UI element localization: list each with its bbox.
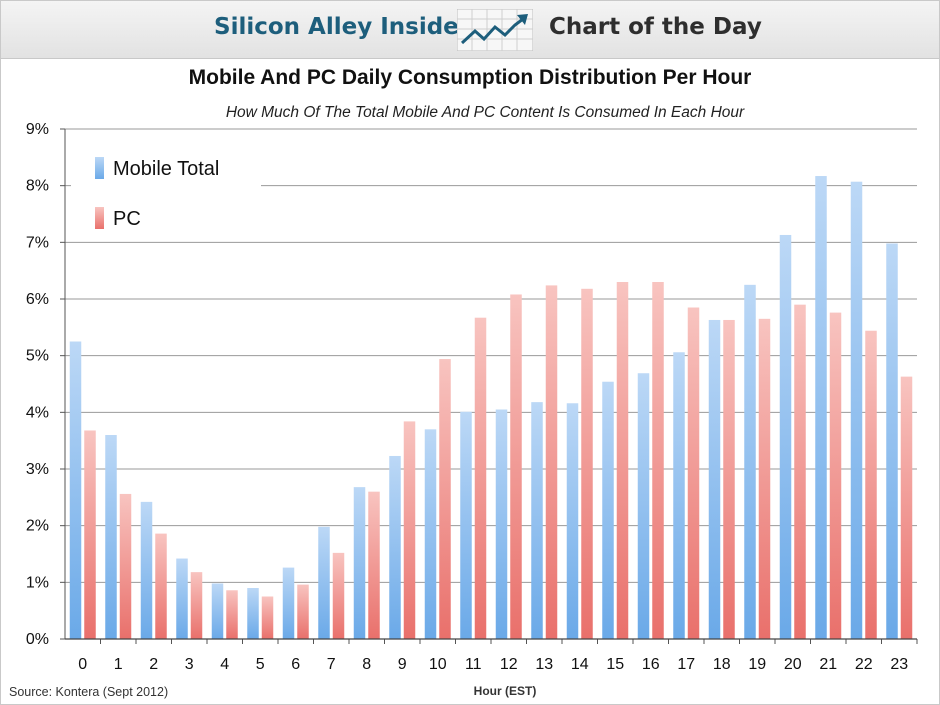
y-tick-label: 0%: [26, 631, 49, 648]
mobile-bar: [850, 181, 863, 639]
x-tick-label: 16: [642, 656, 660, 673]
mobile-bar: [389, 455, 401, 639]
x-tick-label: 3: [185, 656, 194, 673]
pc-bar: [652, 282, 664, 639]
x-tick-label: 13: [535, 656, 553, 673]
pc-bar: [368, 491, 380, 639]
y-tick-label: 5%: [26, 348, 49, 365]
pc-bar: [403, 421, 416, 639]
x-tick-label: 8: [362, 656, 371, 673]
x-tick-label: 19: [748, 656, 766, 673]
y-tick-label: 6%: [26, 291, 49, 308]
pc-bar: [439, 359, 451, 639]
pc-bar: [332, 552, 345, 639]
x-tick-label: 17: [677, 656, 695, 673]
mobile-bar: [495, 409, 508, 639]
mobile-bar: [353, 487, 366, 639]
pc-bar: [155, 533, 167, 639]
mobile-bar: [815, 176, 827, 640]
pc-bar: [616, 282, 629, 639]
chart-title: Mobile And PC Daily Consumption Distribu…: [188, 66, 752, 89]
y-tick-label: 9%: [26, 121, 49, 138]
pc-bar: [794, 304, 806, 639]
pc-bar: [190, 572, 203, 639]
mobile-bar: [282, 567, 295, 639]
mobile-bar: [105, 435, 117, 639]
header-banner: Silicon Alley Insider Chart of the Day: [1, 1, 939, 59]
mobile-bar: [531, 402, 543, 639]
chart-of-the-day-label: Chart of the Day: [549, 14, 762, 40]
pc-bar: [723, 319, 735, 639]
x-tick-label: 1: [114, 656, 123, 673]
x-tick-label: 14: [571, 656, 589, 673]
mobile-bar: [318, 526, 330, 639]
pc-bar: [119, 493, 132, 639]
mobile-bar: [69, 341, 82, 639]
x-tick-label: 7: [327, 656, 336, 673]
y-tick-label: 3%: [26, 461, 49, 478]
x-tick-label: 22: [855, 656, 873, 673]
mobile-bar: [460, 411, 472, 639]
x-tick-label: 10: [429, 656, 447, 673]
pc-bar: [297, 584, 309, 639]
pc-bar: [545, 285, 558, 639]
pc-bar: [226, 590, 238, 639]
pc-bar: [474, 317, 487, 639]
x-tick-label: 21: [819, 656, 837, 673]
y-tick-label: 2%: [26, 518, 49, 535]
y-tick-label: 4%: [26, 404, 49, 421]
pc-bar-legend-swatch: [95, 207, 104, 229]
pc-bar: [261, 596, 274, 639]
x-tick-label: 6: [291, 656, 300, 673]
x-tick-label: 18: [713, 656, 731, 673]
x-tick-label: 5: [256, 656, 265, 673]
x-axis-label: Hour (EST): [474, 684, 537, 698]
x-tick-label: 15: [606, 656, 624, 673]
x-tick-label: 11: [465, 656, 482, 673]
x-tick-label: 0: [78, 656, 87, 673]
rising-line-chart-icon: [456, 8, 534, 52]
mobile-bar: [176, 558, 188, 639]
x-tick-label: 2: [149, 656, 158, 673]
mobile-bar: [744, 284, 756, 639]
y-tick-label: 8%: [26, 178, 49, 195]
mobile-bar: [779, 234, 792, 639]
mobile-bar: [424, 429, 437, 639]
mobile-bar: [211, 583, 224, 639]
mobile-bar: [566, 403, 579, 639]
x-tick-label: 12: [500, 656, 518, 673]
x-tick-label: 23: [890, 656, 908, 673]
pc-bar: [900, 376, 913, 639]
legend-label: PC: [113, 208, 141, 230]
mobile-bar: [140, 501, 153, 639]
mobile-bar: [247, 588, 259, 639]
x-tick-label: 4: [220, 656, 229, 673]
brand-name: Silicon Alley Insider: [214, 14, 471, 40]
pc-bar: [581, 288, 593, 639]
mobile-bar: [637, 373, 650, 639]
pc-bar: [84, 430, 96, 639]
x-tick-label: 9: [398, 656, 407, 673]
mobile-bar-legend-swatch: [95, 157, 104, 179]
legend-label: Mobile Total: [113, 158, 219, 180]
chart-subtitle: How Much Of The Total Mobile And PC Cont…: [225, 104, 745, 121]
pc-bar: [758, 318, 771, 639]
pc-bar: [829, 312, 842, 639]
mobile-bar: [708, 319, 721, 639]
y-tick-label: 7%: [26, 234, 49, 251]
source-note: Source: Kontera (Sept 2012): [9, 685, 169, 699]
mobile-bar: [673, 352, 685, 639]
pc-bar: [865, 330, 877, 639]
x-tick-label: 20: [784, 656, 802, 673]
pc-bar: [510, 294, 522, 639]
pc-bar: [687, 307, 700, 639]
y-tick-label: 1%: [26, 574, 49, 591]
mobile-bar: [602, 381, 614, 639]
mobile-bar: [886, 243, 898, 639]
